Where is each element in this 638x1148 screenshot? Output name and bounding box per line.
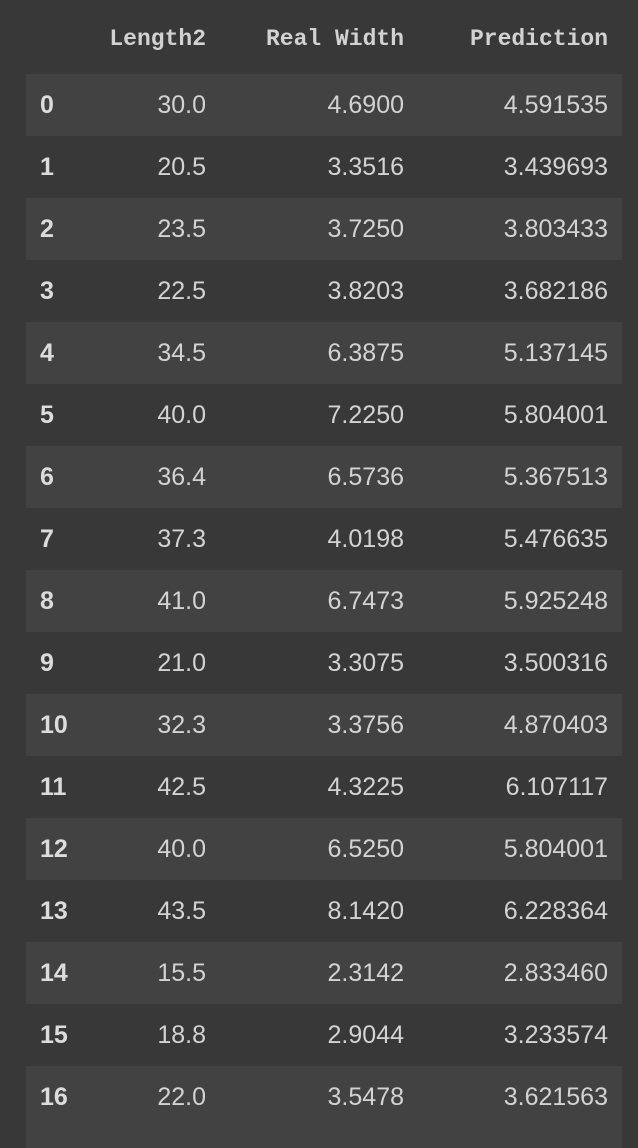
row-index: 14 (26, 942, 84, 1004)
cell-real-width: 6.5250 (218, 818, 416, 880)
row-index: 11 (26, 756, 84, 818)
dataframe-table: Length2 Real Width Prediction 0 30.0 4.690… (26, 0, 622, 1128)
row-index: 0 (26, 74, 84, 136)
cell-real-width: 4.3225 (218, 756, 416, 818)
column-header-length2: Length2 (84, 0, 218, 74)
partially-visible-row (26, 1128, 622, 1148)
cell-prediction: 5.367513 (416, 446, 622, 508)
cell-prediction: 3.233574 (416, 1004, 622, 1066)
table-row: 11 42.5 4.3225 6.107117 (26, 756, 622, 818)
cell-length2: 20.5 (84, 136, 218, 198)
cell-prediction: 3.439693 (416, 136, 622, 198)
table-row: 0 30.0 4.6900 4.591535 (26, 74, 622, 136)
cell-length2: 22.5 (84, 260, 218, 322)
cell-prediction: 3.682186 (416, 260, 622, 322)
cell-length2: 34.5 (84, 322, 218, 384)
cell-length2: 41.0 (84, 570, 218, 632)
table-row: 8 41.0 6.7473 5.925248 (26, 570, 622, 632)
row-index: 6 (26, 446, 84, 508)
table-header: Length2 Real Width Prediction (26, 0, 622, 74)
table-row: 6 36.4 6.5736 5.367513 (26, 446, 622, 508)
cell-length2: 42.5 (84, 756, 218, 818)
row-index: 10 (26, 694, 84, 756)
cell-real-width: 4.0198 (218, 508, 416, 570)
cell-length2: 40.0 (84, 818, 218, 880)
table-row: 13 43.5 8.1420 6.228364 (26, 880, 622, 942)
cell-real-width: 4.6900 (218, 74, 416, 136)
cell-prediction: 5.476635 (416, 508, 622, 570)
cell-prediction: 5.804001 (416, 384, 622, 446)
table-row: 12 40.0 6.5250 5.804001 (26, 818, 622, 880)
cell-real-width: 3.5478 (218, 1066, 416, 1128)
cell-real-width: 3.8203 (218, 260, 416, 322)
cell-real-width: 3.7250 (218, 198, 416, 260)
table-row: 9 21.0 3.3075 3.500316 (26, 632, 622, 694)
table-row: 14 15.5 2.3142 2.833460 (26, 942, 622, 1004)
cell-prediction: 5.804001 (416, 818, 622, 880)
table-row: 7 37.3 4.0198 5.476635 (26, 508, 622, 570)
cell-real-width: 7.2250 (218, 384, 416, 446)
row-index: 8 (26, 570, 84, 632)
table-row: 16 22.0 3.5478 3.621563 (26, 1066, 622, 1128)
cell-prediction: 3.621563 (416, 1066, 622, 1128)
cell-length2: 43.5 (84, 880, 218, 942)
dataframe-output: Length2 Real Width Prediction 0 30.0 4.690… (26, 0, 622, 1128)
row-index: 16 (26, 1066, 84, 1128)
cell-prediction: 2.833460 (416, 942, 622, 1004)
cell-prediction: 3.500316 (416, 632, 622, 694)
cell-prediction: 6.107117 (416, 756, 622, 818)
cell-length2: 32.3 (84, 694, 218, 756)
cell-length2: 18.8 (84, 1004, 218, 1066)
cell-length2: 22.0 (84, 1066, 218, 1128)
cell-length2: 36.4 (84, 446, 218, 508)
cell-length2: 21.0 (84, 632, 218, 694)
table-row: 15 18.8 2.9044 3.233574 (26, 1004, 622, 1066)
row-index: 5 (26, 384, 84, 446)
row-index: 15 (26, 1004, 84, 1066)
row-index: 3 (26, 260, 84, 322)
cell-prediction: 5.925248 (416, 570, 622, 632)
table-body: 0 30.0 4.6900 4.591535 1 20.5 3.3516 3.439693 2 2… (26, 74, 622, 1128)
cell-length2: 30.0 (84, 74, 218, 136)
column-header-prediction: Prediction (416, 0, 622, 74)
cell-real-width: 6.3875 (218, 322, 416, 384)
cell-prediction: 4.591535 (416, 74, 622, 136)
row-index: 4 (26, 322, 84, 384)
row-index: 13 (26, 880, 84, 942)
row-index: 2 (26, 198, 84, 260)
cell-length2: 40.0 (84, 384, 218, 446)
table-row: 1 20.5 3.3516 3.439693 (26, 136, 622, 198)
column-header-real-width: Real Width (218, 0, 416, 74)
cell-prediction: 4.870403 (416, 694, 622, 756)
table-row: 3 22.5 3.8203 3.682186 (26, 260, 622, 322)
cell-length2: 23.5 (84, 198, 218, 260)
cell-prediction: 6.228364 (416, 880, 622, 942)
cell-prediction: 5.137145 (416, 322, 622, 384)
table-row: 5 40.0 7.2250 5.804001 (26, 384, 622, 446)
table-row: 2 23.5 3.7250 3.803433 (26, 198, 622, 260)
cell-real-width: 2.3142 (218, 942, 416, 1004)
cell-real-width: 3.3756 (218, 694, 416, 756)
row-index: 12 (26, 818, 84, 880)
cell-length2: 37.3 (84, 508, 218, 570)
cell-real-width: 6.5736 (218, 446, 416, 508)
cell-real-width: 3.3075 (218, 632, 416, 694)
row-index: 1 (26, 136, 84, 198)
row-index: 9 (26, 632, 84, 694)
table-row: 10 32.3 3.3756 4.870403 (26, 694, 622, 756)
cell-real-width: 3.3516 (218, 136, 416, 198)
cell-real-width: 8.1420 (218, 880, 416, 942)
cell-real-width: 6.7473 (218, 570, 416, 632)
cell-length2: 15.5 (84, 942, 218, 1004)
index-header (26, 0, 84, 74)
row-index: 7 (26, 508, 84, 570)
cell-real-width: 2.9044 (218, 1004, 416, 1066)
table-row: 4 34.5 6.3875 5.137145 (26, 322, 622, 384)
cell-prediction: 3.803433 (416, 198, 622, 260)
